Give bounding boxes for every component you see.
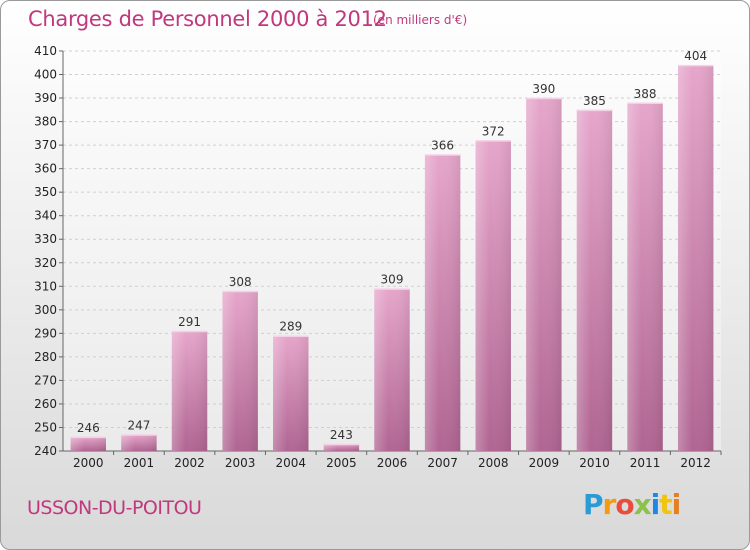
bar-shade (273, 335, 309, 451)
y-tick-label: 350 (34, 185, 57, 199)
value-label: 366 (431, 139, 454, 153)
bar-shade (374, 288, 410, 451)
y-tick-label: 280 (34, 350, 57, 364)
x-tick-label: 2003 (225, 456, 256, 470)
y-tick-label: 370 (34, 138, 57, 152)
x-tick-label: 2005 (326, 456, 357, 470)
value-label: 404 (684, 49, 707, 63)
y-tick-labels: 240 250 260 270 280 290 300 310 320 330 340 350 360 3… (34, 44, 57, 458)
bar-shade (576, 109, 613, 451)
logo-letter: i (650, 488, 661, 521)
bar-shade (677, 65, 714, 451)
logo-letter: i (671, 488, 682, 521)
bar-shade (222, 291, 258, 451)
x-tick-label: 2009 (529, 456, 560, 470)
value-label: 246 (77, 421, 100, 435)
chart-title: Charges de Personnel 2000 à 2012 (28, 7, 387, 31)
value-label: 372 (482, 124, 505, 138)
y-tick-label: 340 (34, 209, 57, 223)
value-label: 247 (127, 419, 150, 433)
bar-shade (171, 331, 208, 451)
value-label: 390 (532, 82, 555, 96)
y-tick-label: 330 (34, 232, 57, 246)
logo-letter: r (602, 488, 617, 521)
x-tick-label: 2008 (478, 456, 509, 470)
x-tick-label: 2007 (427, 456, 458, 470)
bar-shade (627, 102, 663, 451)
x-tick-label: 2002 (174, 456, 205, 470)
logo-letter: o (615, 488, 634, 521)
bar-shade (70, 436, 107, 451)
commune-name: USSON-DU-POITOU (27, 497, 202, 519)
x-tick-label: 2012 (680, 456, 711, 470)
value-label: 388 (634, 87, 657, 101)
y-tick-label: 290 (34, 326, 57, 340)
x-tick-label: 2001 (124, 456, 155, 470)
logo-letter: t (659, 488, 672, 521)
y-tick-label: 320 (34, 256, 57, 270)
y-tick-label: 310 (34, 279, 57, 293)
logo-letter: x (633, 488, 652, 521)
y-tick-label: 260 (34, 397, 57, 411)
x-tick-label: 2011 (630, 456, 661, 470)
bar-shade (424, 154, 461, 451)
x-tick-label: 2000 (73, 456, 104, 470)
logo-letter: P (583, 488, 604, 521)
value-label: 243 (330, 428, 353, 442)
y-tick-label: 400 (34, 68, 57, 82)
value-label: 289 (279, 320, 302, 334)
x-tick-label: 2006 (377, 456, 408, 470)
value-label: 385 (583, 94, 606, 108)
x-tick-label: 2004 (275, 456, 306, 470)
bar-shade (323, 443, 360, 451)
proxiti-logo[interactable]: Proxiti (583, 488, 682, 521)
y-tick-label: 270 (34, 373, 57, 387)
y-tick-label: 250 (34, 420, 57, 434)
bar-shade (475, 140, 511, 452)
value-label: 291 (178, 315, 201, 329)
y-tick-label: 410 (34, 44, 57, 58)
x-tick-labels: 2000 2001 2002 2003 2004 2005 2006 2007 2008 2009… (73, 456, 711, 470)
y-tick-label: 390 (34, 91, 57, 105)
y-tick-label: 240 (34, 444, 57, 458)
value-labels: 246 247 291 308 289 243 309 366 372 390 385 388 404 (77, 49, 707, 442)
y-tick-label: 360 (34, 162, 57, 176)
y-tick-label: 380 (34, 115, 57, 129)
value-label: 308 (229, 275, 252, 289)
bar-shade (526, 98, 562, 451)
bar-shade (121, 434, 157, 451)
x-tick-label: 2010 (579, 456, 610, 470)
chart-unit: (en milliers d'€) (373, 13, 468, 27)
y-tick-label: 300 (34, 303, 57, 317)
value-label: 309 (381, 273, 404, 287)
bars (70, 64, 714, 452)
